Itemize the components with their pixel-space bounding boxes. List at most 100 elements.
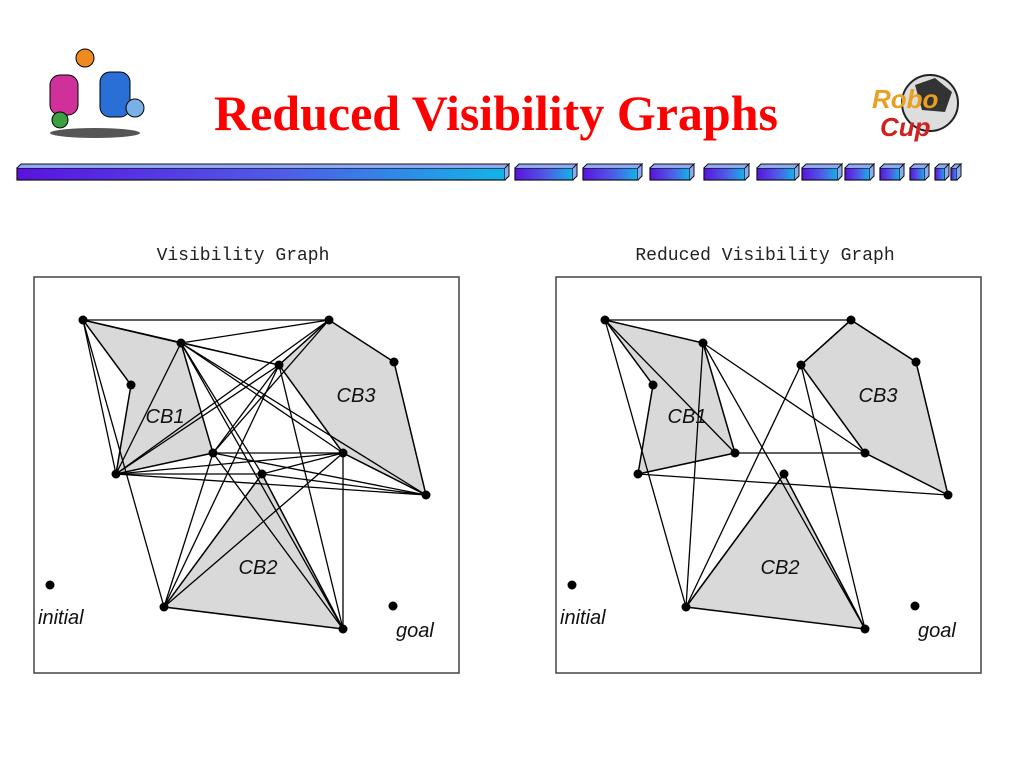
vertex bbox=[648, 380, 658, 390]
vertex bbox=[45, 580, 55, 590]
slide-title: Reduced Visibility Graphs bbox=[214, 85, 778, 141]
edge bbox=[115, 364, 280, 475]
vertex bbox=[274, 360, 284, 370]
vertex bbox=[910, 601, 920, 611]
edge bbox=[702, 342, 866, 454]
vertex bbox=[567, 580, 577, 590]
obstacle-label: CB2 bbox=[239, 557, 278, 579]
start-label: initial bbox=[38, 607, 84, 629]
bar-edge bbox=[879, 162, 906, 181]
edge bbox=[685, 473, 785, 608]
bar-segment bbox=[703, 167, 746, 181]
edge bbox=[212, 319, 330, 454]
bar-edge bbox=[909, 162, 931, 181]
bar-segment bbox=[514, 167, 574, 181]
edge bbox=[212, 364, 280, 454]
edge bbox=[82, 319, 165, 608]
bar-edge bbox=[950, 162, 963, 181]
edge bbox=[180, 342, 263, 475]
edge bbox=[685, 364, 802, 608]
edge bbox=[115, 319, 330, 475]
vertex bbox=[796, 360, 806, 370]
edge bbox=[180, 342, 427, 496]
vertex bbox=[324, 315, 334, 325]
edge bbox=[685, 342, 704, 608]
robocup-logo: Robo Cup bbox=[872, 74, 959, 142]
edge bbox=[278, 364, 344, 630]
bar-segment bbox=[909, 167, 926, 181]
bar-segment bbox=[934, 167, 946, 181]
vertex bbox=[600, 315, 610, 325]
vertex bbox=[943, 490, 953, 500]
header-bar bbox=[16, 162, 963, 181]
edge bbox=[163, 452, 214, 608]
vertex bbox=[911, 357, 921, 367]
edge bbox=[163, 364, 280, 608]
vertex bbox=[126, 380, 136, 390]
obstacle-label: CB1 bbox=[668, 406, 707, 428]
vertex bbox=[779, 469, 789, 479]
bar-edge bbox=[514, 162, 579, 181]
vertex bbox=[730, 448, 740, 458]
edge bbox=[261, 452, 344, 475]
bar-segment bbox=[950, 167, 958, 181]
bar-segment bbox=[879, 167, 901, 181]
bar-edge bbox=[934, 162, 951, 181]
vertex bbox=[846, 315, 856, 325]
vertex bbox=[111, 469, 121, 479]
bar-edge bbox=[756, 162, 801, 181]
edge bbox=[702, 342, 866, 630]
vertex bbox=[338, 624, 348, 634]
vertex bbox=[257, 469, 267, 479]
bar-segment bbox=[582, 167, 639, 181]
vertex bbox=[208, 448, 218, 458]
mascot-logo bbox=[49, 48, 145, 138]
bar-edge bbox=[649, 162, 696, 181]
bar-edge bbox=[801, 162, 844, 181]
edge bbox=[800, 319, 852, 366]
edge bbox=[637, 473, 949, 496]
panel-title: Visibility Graph bbox=[157, 246, 330, 266]
bar-segment bbox=[844, 167, 871, 181]
bar-edge bbox=[582, 162, 644, 181]
bar-segment bbox=[801, 167, 839, 181]
edge bbox=[180, 342, 280, 366]
logo-text: Robo bbox=[872, 84, 939, 114]
obstacle-label: CB1 bbox=[146, 406, 185, 428]
obstacle bbox=[277, 319, 428, 497]
edge bbox=[180, 319, 330, 344]
edge bbox=[82, 319, 117, 475]
edge bbox=[604, 319, 687, 608]
graph-panel: Visibility Graph CB1 CB2 CB3 initial goal bbox=[33, 246, 460, 674]
edge bbox=[604, 319, 736, 454]
vertex bbox=[421, 490, 431, 500]
vertex bbox=[338, 448, 348, 458]
bar-segment bbox=[756, 167, 796, 181]
bar-edge bbox=[703, 162, 751, 181]
vertex bbox=[389, 357, 399, 367]
bar-segment bbox=[16, 167, 506, 181]
vertex bbox=[159, 602, 169, 612]
edge bbox=[180, 342, 344, 454]
start-label: initial bbox=[560, 607, 606, 629]
edge bbox=[163, 452, 344, 608]
vertex bbox=[860, 624, 870, 634]
edge bbox=[115, 452, 344, 475]
obstacle-label: CB3 bbox=[337, 385, 376, 407]
diagrams: Visibility GraphCB1CB2CB3initialgoalRedu… bbox=[33, 246, 982, 674]
goal-label: goal bbox=[396, 620, 434, 642]
edge bbox=[115, 342, 182, 475]
logo-text: Cup bbox=[880, 112, 931, 142]
vertex bbox=[681, 602, 691, 612]
goal-label: goal bbox=[918, 620, 956, 642]
obstacle bbox=[162, 472, 345, 630]
edge bbox=[800, 364, 866, 630]
vertex bbox=[698, 338, 708, 348]
bar-edge bbox=[16, 162, 511, 181]
graph-panel: Reduced Visibility Graph CB1 CB2 CB3 initial… bbox=[555, 246, 982, 674]
vertex bbox=[860, 448, 870, 458]
vertex bbox=[388, 601, 398, 611]
bar-segment bbox=[649, 167, 691, 181]
bar-edge bbox=[844, 162, 876, 181]
